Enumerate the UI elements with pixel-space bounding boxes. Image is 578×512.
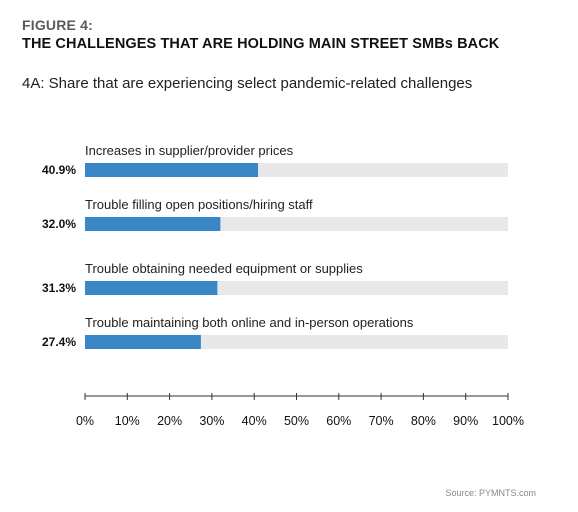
x-tick-label: 60% <box>326 414 351 428</box>
bar <box>85 163 259 177</box>
category-label: Increases in supplier/provider prices <box>85 143 294 158</box>
x-tick-label: 80% <box>411 414 436 428</box>
value-label: 32.0% <box>42 217 76 231</box>
chart-subtitle: 4A: Share that are experiencing select p… <box>22 75 473 92</box>
value-label: 40.9% <box>42 163 76 177</box>
x-tick-label: 50% <box>284 414 309 428</box>
source-note: Source: PYMNTS.com <box>445 488 536 498</box>
category-label: Trouble filling open positions/hiring st… <box>85 197 313 212</box>
value-label: 27.4% <box>42 335 76 349</box>
x-tick-label: 10% <box>115 414 140 428</box>
bar-chart: Increases in supplier/provider prices 40.… <box>42 143 524 428</box>
x-tick-label: 100% <box>492 414 524 428</box>
bar <box>85 217 221 231</box>
figure-title: THE CHALLENGES THAT ARE HOLDING MAIN STR… <box>22 36 500 52</box>
category-label: Trouble obtaining needed equipment or su… <box>85 261 363 276</box>
bar <box>85 281 218 295</box>
x-tick-label: 70% <box>369 414 394 428</box>
x-tick-label: 30% <box>199 414 224 428</box>
x-tick-label: 90% <box>453 414 478 428</box>
x-tick-label: 20% <box>157 414 182 428</box>
figure-label: FIGURE 4: <box>22 17 94 33</box>
x-tick-label: 0% <box>76 414 94 428</box>
x-tick-label: 40% <box>242 414 267 428</box>
value-label: 31.3% <box>42 281 76 295</box>
bar <box>85 335 201 349</box>
category-label: Trouble maintaining both online and in-p… <box>85 315 414 330</box>
